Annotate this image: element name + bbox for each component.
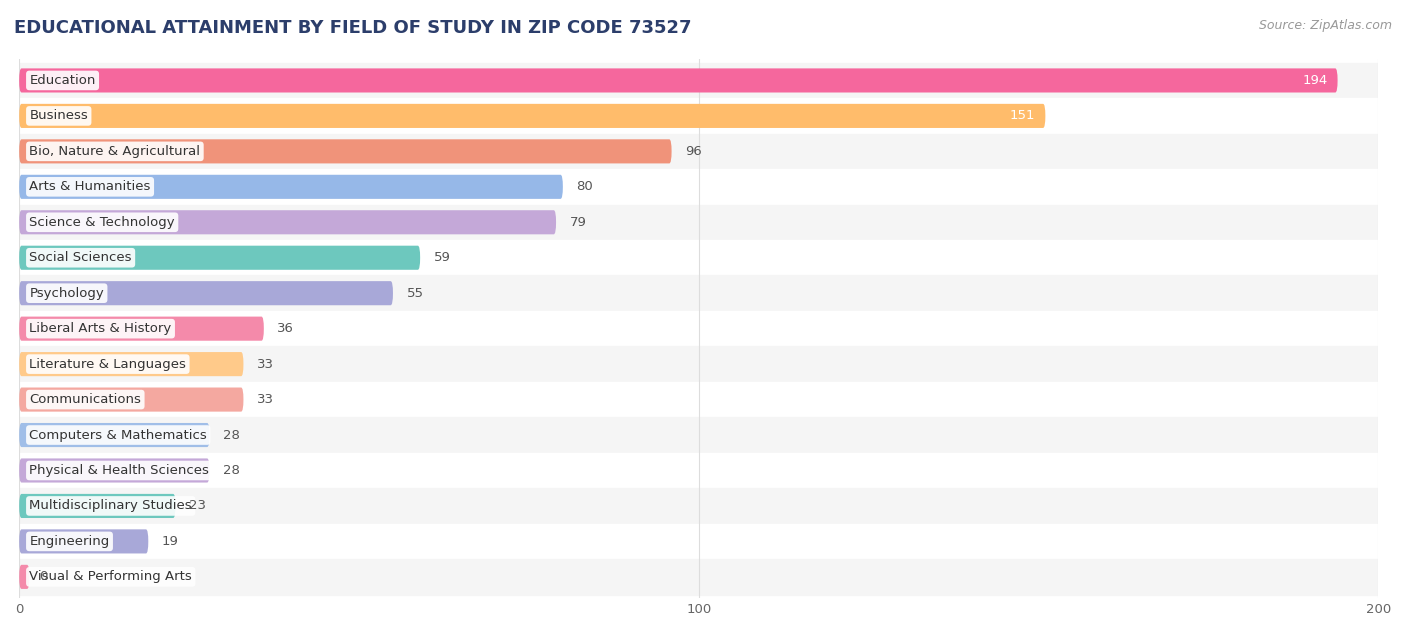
Bar — [20, 98, 1378, 134]
Text: 36: 36 — [277, 322, 294, 335]
Bar — [20, 382, 1378, 417]
Text: 55: 55 — [406, 286, 423, 300]
FancyBboxPatch shape — [20, 139, 672, 163]
Text: Science & Technology: Science & Technology — [30, 216, 174, 229]
Text: 23: 23 — [188, 500, 207, 512]
Text: Visual & Performing Arts: Visual & Performing Arts — [30, 570, 193, 584]
Bar — [20, 453, 1378, 488]
Text: 151: 151 — [1010, 109, 1035, 122]
FancyBboxPatch shape — [20, 459, 209, 483]
Bar — [20, 62, 1378, 98]
Text: EDUCATIONAL ATTAINMENT BY FIELD OF STUDY IN ZIP CODE 73527: EDUCATIONAL ATTAINMENT BY FIELD OF STUDY… — [14, 19, 692, 37]
Text: Multidisciplinary Studies: Multidisciplinary Studies — [30, 500, 193, 512]
Bar — [20, 417, 1378, 453]
Text: Source: ZipAtlas.com: Source: ZipAtlas.com — [1258, 19, 1392, 32]
FancyBboxPatch shape — [20, 317, 264, 341]
Text: 33: 33 — [257, 393, 274, 406]
Text: 79: 79 — [569, 216, 586, 229]
FancyBboxPatch shape — [20, 175, 562, 199]
Text: Physical & Health Sciences: Physical & Health Sciences — [30, 464, 209, 477]
Bar — [20, 240, 1378, 276]
FancyBboxPatch shape — [20, 210, 555, 234]
Text: Computers & Mathematics: Computers & Mathematics — [30, 428, 207, 442]
Text: 28: 28 — [224, 428, 240, 442]
Text: Liberal Arts & History: Liberal Arts & History — [30, 322, 172, 335]
Bar — [20, 276, 1378, 311]
FancyBboxPatch shape — [20, 68, 1337, 93]
Text: 19: 19 — [162, 535, 179, 548]
Text: Bio, Nature & Agricultural: Bio, Nature & Agricultural — [30, 145, 201, 158]
FancyBboxPatch shape — [20, 387, 243, 411]
Text: 59: 59 — [433, 251, 450, 264]
FancyBboxPatch shape — [20, 494, 176, 518]
Text: 194: 194 — [1302, 74, 1327, 87]
Bar — [20, 134, 1378, 169]
Bar — [20, 169, 1378, 204]
Text: 28: 28 — [224, 464, 240, 477]
Text: Education: Education — [30, 74, 96, 87]
Text: Engineering: Engineering — [30, 535, 110, 548]
Bar — [20, 524, 1378, 559]
Text: Social Sciences: Social Sciences — [30, 251, 132, 264]
FancyBboxPatch shape — [20, 245, 420, 270]
FancyBboxPatch shape — [20, 281, 392, 305]
FancyBboxPatch shape — [20, 352, 243, 376]
Text: 80: 80 — [576, 180, 593, 193]
Text: Business: Business — [30, 109, 89, 122]
Text: 33: 33 — [257, 358, 274, 370]
Text: Arts & Humanities: Arts & Humanities — [30, 180, 150, 193]
FancyBboxPatch shape — [20, 529, 148, 553]
FancyBboxPatch shape — [20, 423, 209, 447]
FancyBboxPatch shape — [20, 565, 30, 589]
FancyBboxPatch shape — [20, 104, 1046, 128]
Bar — [20, 311, 1378, 346]
Bar — [20, 346, 1378, 382]
Text: Literature & Languages: Literature & Languages — [30, 358, 186, 370]
Text: Psychology: Psychology — [30, 286, 104, 300]
Bar — [20, 204, 1378, 240]
Bar — [20, 488, 1378, 524]
Bar — [20, 559, 1378, 594]
Text: Communications: Communications — [30, 393, 141, 406]
Text: 96: 96 — [685, 145, 702, 158]
Text: 0: 0 — [39, 570, 48, 584]
